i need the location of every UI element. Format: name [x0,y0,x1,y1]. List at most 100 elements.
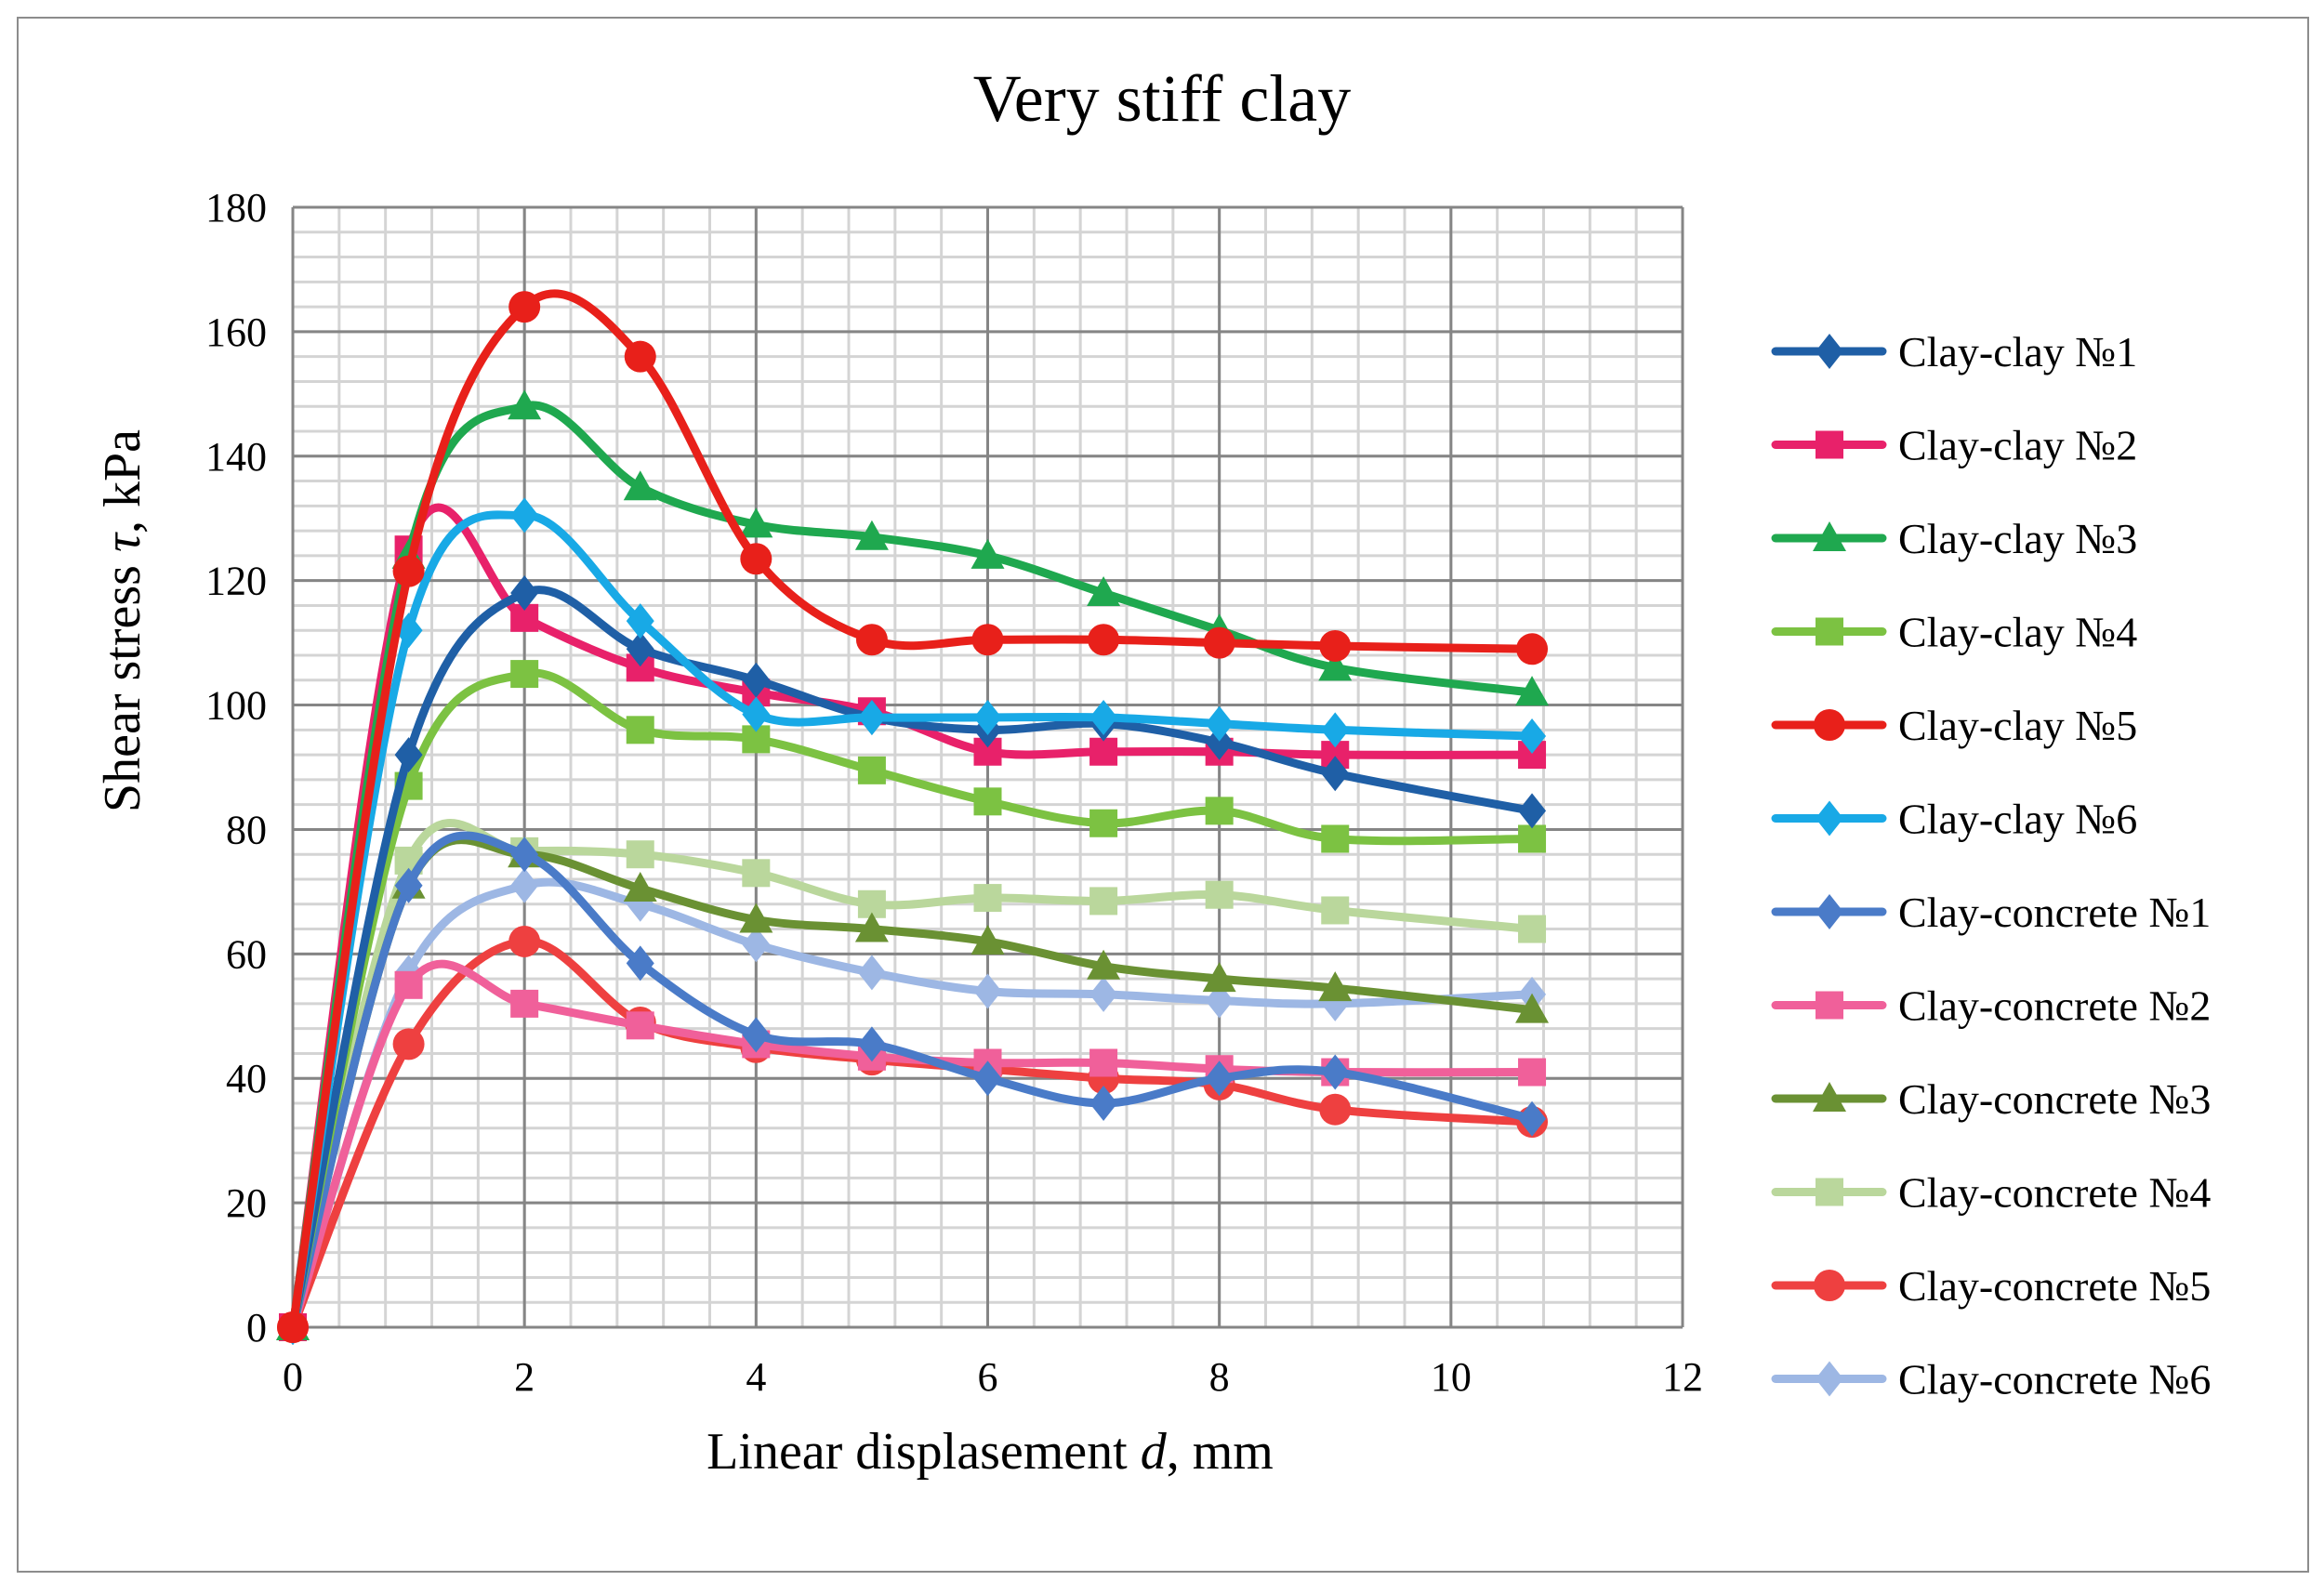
legend-swatch-marker [1816,991,1843,1020]
data-point [510,575,539,612]
x-tick-label: 4 [746,1354,766,1400]
data-point [1321,756,1350,792]
legend-swatch-marker [1816,334,1843,369]
data-point [277,1311,309,1343]
data-point [1518,915,1547,943]
data-point [1518,824,1547,853]
data-point [1205,880,1234,909]
data-point [854,520,889,550]
x-tick-label: 6 [978,1354,998,1400]
y-tick-label: 0 [246,1305,267,1350]
legend-swatch-marker [1816,1178,1843,1206]
data-point [1089,887,1118,916]
series-5 [277,289,1549,1343]
x-axis-title-prefix: Linear displasement [706,1423,1141,1481]
data-point [971,924,1005,955]
data-point [1205,705,1234,742]
data-point [742,696,771,732]
data-point [1318,971,1353,1002]
data-point [1515,993,1550,1023]
data-point [742,1017,771,1053]
legend-label: Clay-clay №1 [1898,328,2137,375]
legend-swatch-marker [1816,1361,1843,1397]
x-tick-label: 2 [514,1354,535,1400]
legend-label: Clay-concrete №1 [1898,889,2211,936]
x-tick-label: 0 [283,1354,303,1400]
legend-swatch-marker [1816,800,1843,837]
data-point [742,859,771,888]
legend-label: Clay-concrete №6 [1898,1356,2211,1403]
chart-title: Very stiff clay [973,61,1352,136]
data-point [1318,651,1353,681]
legend-label: Clay-concrete №5 [1898,1262,2211,1310]
data-point [1205,797,1234,825]
legend-label: Clay-concrete №4 [1898,1169,2211,1217]
legend-label: Clay-concrete №2 [1898,982,2211,1030]
legend-entry: Clay-concrete №2 [1771,982,2211,1030]
legend-label: Clay-clay №2 [1898,422,2137,469]
data-point [1089,1086,1118,1121]
legend-label: Clay-clay №3 [1898,515,2137,562]
legend-entry: Clay-concrete №4 [1771,1169,2211,1217]
x-tick-label: 10 [1431,1354,1472,1400]
data-point [510,867,539,903]
data-point [1515,676,1550,706]
y-axis-title-symbol: τ [94,532,152,552]
y-tick-label: 180 [205,185,267,231]
x-tick-label: 8 [1209,1354,1230,1400]
data-point [1205,1060,1234,1097]
data-point [857,756,886,784]
series-line [288,510,1537,1332]
data-point [1089,809,1118,837]
legend-swatch-marker [1813,521,1846,551]
series-lines [276,289,1550,1345]
data-point [510,497,539,534]
data-point [857,1026,886,1062]
x-axis-title-suffix: , mm [1167,1423,1274,1481]
data-point [1321,896,1350,925]
data-point [623,470,657,501]
legend-label: Clay-clay №4 [1898,609,2137,656]
series-4 [279,660,1547,1341]
y-tick-label: 40 [226,1056,267,1101]
data-point [1518,793,1547,829]
y-tick-label: 100 [205,683,267,729]
data-point [392,1028,425,1060]
data-point [973,699,1002,735]
legend-entry: Clay-clay №3 [1771,515,2137,562]
data-point [973,973,1002,1009]
data-point [1319,629,1352,662]
legend-entry: Clay-clay №1 [1771,328,2137,375]
legend-entry: Clay-concrete №3 [1771,1075,2211,1123]
data-point [1087,949,1121,980]
data-point [508,291,541,323]
major-gridlines [291,205,1684,1329]
data-point [510,837,539,873]
legend-entry: Clay-concrete №1 [1771,889,2211,936]
chart-frame: Very stiff clay 0 2 4 6 8 10 12 0 20 40 60 80 100 120… [17,17,2309,1573]
legend-entry: Clay-clay №2 [1771,422,2137,469]
data-point [626,945,654,981]
data-point [1088,624,1120,656]
line-chart: Very stiff clay 0 2 4 6 8 10 12020406080100120… [94,61,2211,1481]
data-point [394,867,423,903]
data-point [1518,1100,1547,1137]
legend-swatch-marker [1816,617,1843,646]
data-point [1087,576,1121,607]
series-12 [279,867,1547,1345]
data-point [626,716,654,744]
data-point [742,927,771,963]
data-point [740,543,772,575]
legend-entry: Clay-clay №4 [1771,609,2137,656]
data-point [623,872,657,902]
data-point [739,507,773,538]
data-point [394,970,423,999]
y-tick-label: 20 [226,1180,267,1226]
y-tick-label: 140 [205,434,267,480]
data-point [1205,724,1234,760]
data-point [1089,1048,1118,1077]
data-point [1203,626,1235,659]
data-point [1518,1058,1547,1087]
legend-label: Clay-clay №5 [1898,702,2137,749]
data-point [626,840,654,869]
